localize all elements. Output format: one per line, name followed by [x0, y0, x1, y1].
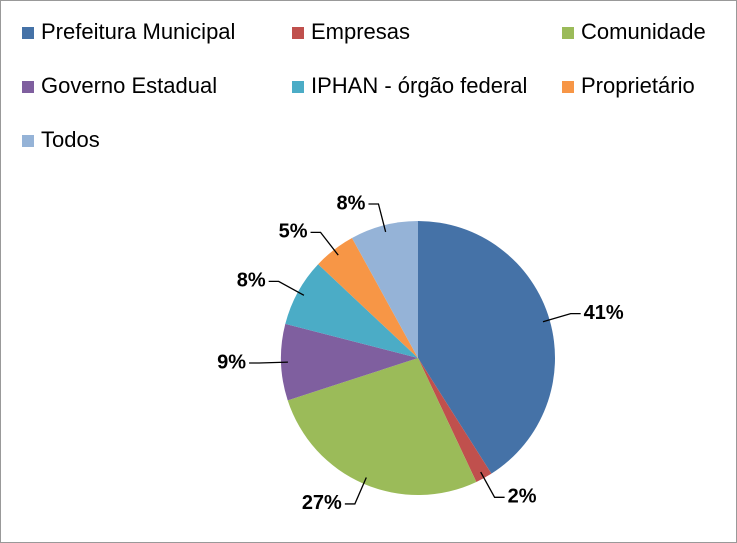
- pie-slice: [287, 358, 477, 495]
- legend-label: Proprietário: [581, 73, 695, 98]
- data-label: 8%: [337, 192, 366, 214]
- legend-swatch: [292, 27, 304, 39]
- leader-line: [268, 280, 305, 296]
- legend-swatch: [562, 27, 574, 39]
- leader-line: [249, 361, 288, 364]
- pie-slice: [418, 221, 555, 474]
- data-label: 27%: [302, 492, 342, 514]
- data-label: 8%: [237, 270, 266, 292]
- data-label: 41%: [584, 302, 624, 324]
- pie-slice: [418, 358, 492, 482]
- data-label: 5%: [279, 221, 308, 243]
- leader-line: [542, 312, 581, 323]
- legend-label: Prefeitura Municipal: [41, 19, 235, 44]
- leader-line: [344, 477, 367, 505]
- legend-swatch: [22, 81, 34, 93]
- pie-slice: [285, 264, 418, 358]
- data-label: 2%: [508, 486, 537, 508]
- legend-label: IPHAN - órgão federal: [311, 73, 527, 98]
- legend-label: Comunidade: [581, 19, 706, 44]
- pie-slice: [318, 237, 418, 358]
- legend-label: Empresas: [311, 19, 410, 44]
- legend-label: Governo Estadual: [41, 73, 217, 98]
- leader-line: [480, 471, 505, 498]
- data-label: 9%: [217, 351, 246, 373]
- legend-swatch: [22, 27, 34, 39]
- legend-swatch: [292, 81, 304, 93]
- legend-label: Todos: [41, 127, 100, 152]
- leader-line: [310, 231, 339, 256]
- legend-swatch: [22, 135, 34, 147]
- legend-swatch: [562, 81, 574, 93]
- leader-line: [368, 203, 387, 233]
- pie-slice: [351, 221, 418, 358]
- pie-slice: [281, 323, 418, 401]
